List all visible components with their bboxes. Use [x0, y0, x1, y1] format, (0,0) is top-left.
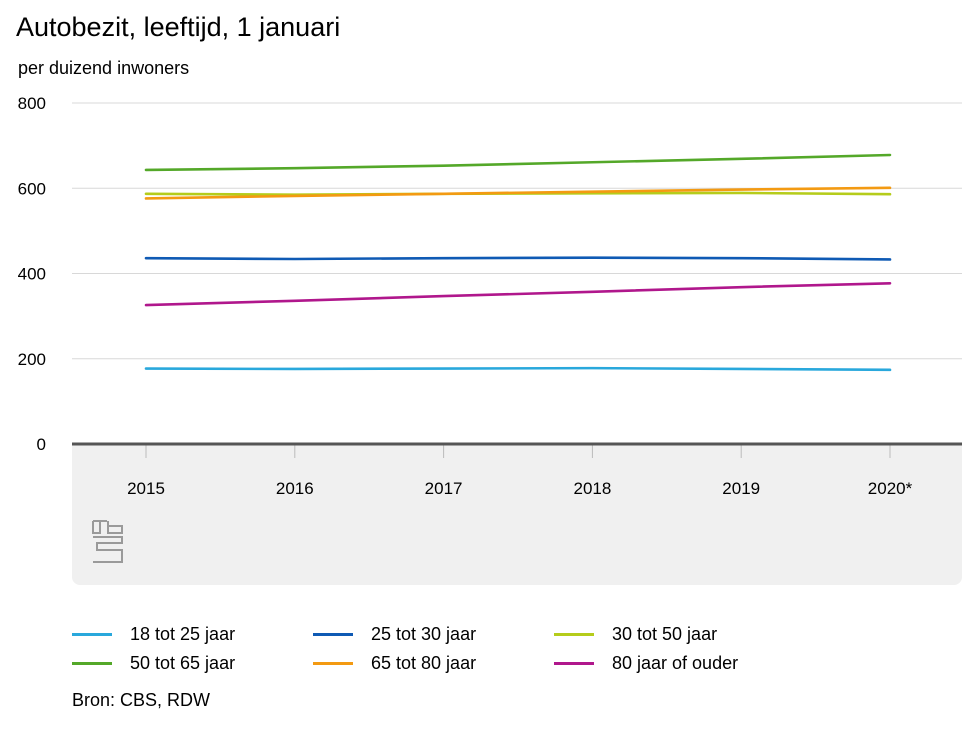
series-line [144, 282, 892, 307]
legend-label: 18 tot 25 jaar [130, 623, 236, 644]
chart-title: Autobezit, leeftijd, 1 januari [16, 12, 341, 42]
line-chart: 0 200 400 600 800 2015 2016 2017 2018 2019 2020* [18, 94, 962, 585]
legend-label: 65 tot 80 jaar [371, 652, 477, 673]
x-tick-label: 2017 [425, 479, 463, 498]
cbs-logo-stroke [107, 521, 123, 534]
x-tick-label: 2015 [127, 479, 165, 498]
legend-swatch [72, 661, 112, 665]
y-tick-label: 0 [37, 435, 46, 454]
y-tick-label: 800 [18, 94, 46, 113]
series-line [144, 153, 892, 172]
legend-swatch [554, 632, 594, 636]
x-tick-label: 2019 [722, 479, 760, 498]
legend-item: 30 tot 50 jaar [554, 622, 717, 646]
category-band-top [72, 444, 962, 454]
legend-swatch [313, 661, 353, 665]
cbs-logo-icon [92, 520, 123, 563]
legend-label: 30 tot 50 jaar [612, 623, 718, 644]
series-line [144, 366, 892, 372]
legend-label: 50 tot 65 jaar [130, 652, 236, 673]
legend-item: 65 tot 80 jaar [313, 651, 476, 675]
legend-swatch [72, 632, 112, 636]
legend-swatch [313, 632, 353, 636]
y-tick-label: 400 [18, 265, 46, 284]
series-line [144, 256, 892, 261]
legend-item: 18 tot 25 jaar [72, 622, 235, 646]
legend-item: 25 tot 30 jaar [313, 622, 476, 646]
cbs-logo-stroke [92, 520, 107, 534]
y-tick-label: 200 [18, 350, 46, 369]
series-line [144, 186, 892, 200]
y-axis-unit-label: per duizend inwoners [18, 58, 190, 78]
x-tick-label: 2016 [276, 479, 314, 498]
legend-item: 80 jaar of ouder [554, 651, 738, 675]
source-note: Bron: CBS, RDW [72, 690, 211, 710]
cbs-logo-stroke [93, 536, 123, 563]
legend-item: 50 tot 65 jaar [72, 651, 235, 675]
legend-label: 25 tot 30 jaar [371, 623, 477, 644]
x-tick-label: 2020* [868, 479, 913, 498]
category-band [72, 444, 962, 585]
legend-swatch [554, 661, 594, 665]
y-tick-label: 600 [18, 179, 46, 198]
x-tick-label: 2018 [573, 479, 611, 498]
legend-label: 80 jaar of ouder [612, 652, 739, 673]
